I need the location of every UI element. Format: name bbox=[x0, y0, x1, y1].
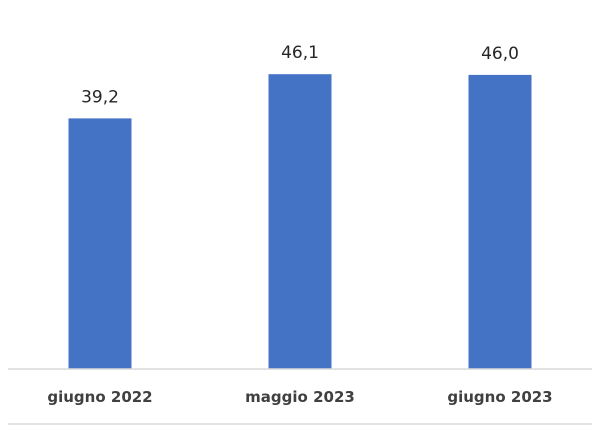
data-label-1: 39,2 bbox=[81, 87, 119, 107]
bars-group bbox=[68, 74, 532, 370]
data-labels-group: 39,2 46,1 46,0 bbox=[81, 43, 519, 107]
data-label-2: 46,1 bbox=[281, 43, 319, 63]
data-label-3: 46,0 bbox=[481, 44, 519, 64]
bar-1 bbox=[68, 118, 132, 370]
bar-2 bbox=[268, 74, 332, 369]
x-tick-labels-group: giugno 2022 maggio 2023 giugno 2023 bbox=[47, 388, 552, 406]
x-tick-label-2: maggio 2023 bbox=[245, 388, 355, 406]
x-tick-label-3: giugno 2023 bbox=[447, 388, 552, 406]
bar-3 bbox=[468, 74, 532, 370]
x-tick-label-1: giugno 2022 bbox=[47, 388, 152, 406]
